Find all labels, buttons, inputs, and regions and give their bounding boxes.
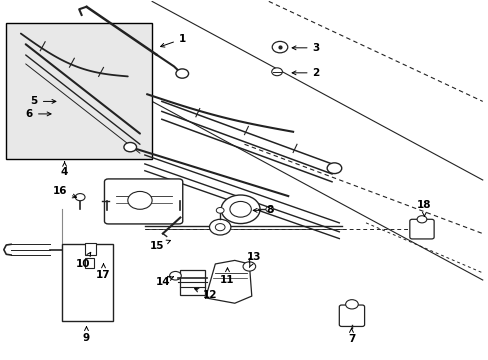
Circle shape	[243, 262, 255, 271]
Text: 18: 18	[416, 201, 431, 216]
Circle shape	[221, 195, 260, 224]
Circle shape	[271, 68, 282, 76]
Circle shape	[416, 216, 426, 223]
Circle shape	[123, 143, 136, 152]
Text: 12: 12	[194, 288, 217, 300]
Text: 8: 8	[253, 205, 273, 215]
Text: 5: 5	[31, 96, 56, 107]
Text: 2: 2	[291, 68, 319, 78]
Polygon shape	[205, 260, 251, 303]
Text: 1: 1	[160, 34, 186, 47]
Circle shape	[176, 69, 188, 78]
Circle shape	[169, 271, 181, 280]
Text: 9: 9	[83, 327, 90, 343]
Circle shape	[345, 300, 358, 309]
Circle shape	[216, 207, 224, 213]
Text: 13: 13	[246, 252, 261, 267]
Bar	[85, 257, 94, 267]
Text: 14: 14	[156, 277, 173, 287]
Text: 10: 10	[76, 252, 91, 269]
FancyBboxPatch shape	[104, 179, 183, 224]
Circle shape	[127, 192, 152, 209]
Bar	[85, 243, 96, 255]
Text: 7: 7	[347, 328, 354, 344]
Text: 3: 3	[291, 43, 319, 53]
Circle shape	[229, 202, 251, 217]
Circle shape	[265, 206, 273, 212]
Bar	[180, 270, 204, 295]
Circle shape	[326, 163, 341, 174]
Text: 11: 11	[220, 268, 234, 285]
Bar	[62, 244, 113, 321]
Text: 6: 6	[26, 109, 51, 119]
Bar	[6, 23, 152, 158]
FancyBboxPatch shape	[339, 305, 364, 327]
Circle shape	[215, 224, 224, 231]
Text: 16: 16	[52, 186, 76, 198]
Text: 15: 15	[149, 240, 170, 251]
Circle shape	[75, 194, 85, 201]
Circle shape	[272, 41, 287, 53]
Text: 4: 4	[61, 162, 68, 177]
Text: 17: 17	[96, 264, 111, 280]
FancyBboxPatch shape	[409, 219, 433, 239]
Circle shape	[209, 219, 230, 235]
